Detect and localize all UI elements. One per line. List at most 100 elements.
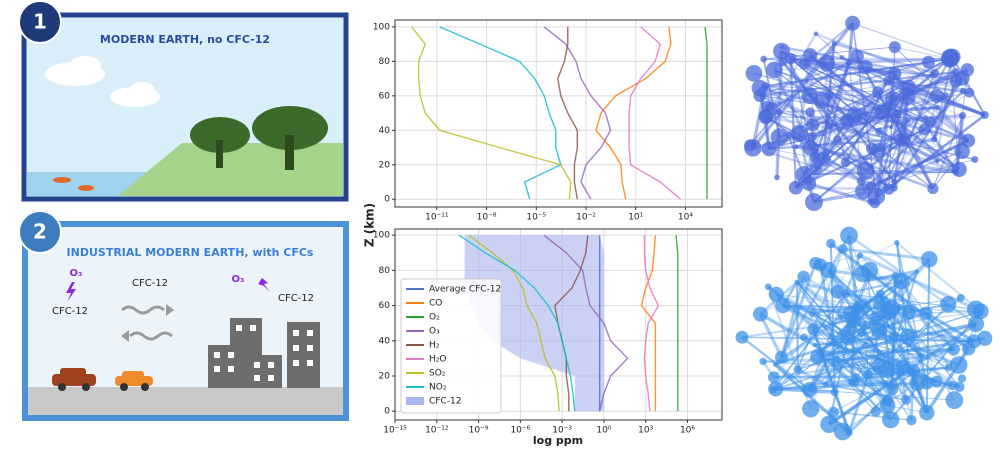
network-graph <box>744 15 989 212</box>
x-tick-label: 10⁻³ <box>552 426 572 436</box>
network-node <box>837 244 848 254</box>
network-node <box>964 87 975 98</box>
network-node <box>956 294 965 302</box>
network-edge <box>780 234 851 358</box>
network-edge <box>759 61 850 97</box>
network-node <box>830 333 835 338</box>
legend-label: SO₂ <box>429 369 446 379</box>
network-node <box>893 273 910 290</box>
network-edge <box>951 56 986 116</box>
network-node <box>883 380 889 385</box>
network-node <box>971 155 979 164</box>
network-node <box>899 328 916 345</box>
plot-frame <box>394 228 723 421</box>
network-edge <box>825 383 907 401</box>
ozone-label: O₃ <box>70 268 83 279</box>
x-tick-label: 10⁻¹¹ <box>425 213 449 223</box>
network-node <box>830 284 845 299</box>
network-node <box>929 89 944 104</box>
network-node <box>917 352 925 360</box>
network-edge <box>865 66 957 82</box>
network-node <box>945 391 964 410</box>
network-node <box>891 178 898 185</box>
network-edge <box>789 58 797 188</box>
network-edge <box>759 95 813 125</box>
network-edge <box>859 253 982 313</box>
network-node <box>847 312 863 328</box>
network-edge <box>813 328 852 383</box>
network-node <box>760 55 768 63</box>
ozone-label: O₃ <box>232 274 245 285</box>
windows <box>214 325 313 381</box>
network-edge <box>900 280 951 369</box>
x-tick-label: 10¹ <box>628 213 643 223</box>
network-edge <box>852 22 951 59</box>
network-node <box>863 111 870 117</box>
network-node <box>802 400 820 418</box>
network-node <box>931 136 938 143</box>
network-node <box>806 118 820 132</box>
network-node <box>784 52 797 65</box>
network-node <box>761 82 770 90</box>
network-node <box>735 330 749 344</box>
series-line <box>628 26 681 200</box>
network-edge <box>810 119 909 150</box>
network-node <box>958 112 967 120</box>
network-edge <box>936 106 970 142</box>
network-edge <box>894 46 947 96</box>
network-edge <box>773 375 857 379</box>
legend-label: CFC-12 <box>429 397 461 407</box>
y-tick-label: 80 <box>379 57 391 67</box>
network-node <box>901 394 912 405</box>
y-tick-label: 100 <box>373 231 390 241</box>
network-node <box>807 323 820 336</box>
network-node <box>919 404 935 421</box>
network-node <box>887 66 902 81</box>
network-node <box>851 302 863 313</box>
network-node <box>845 59 853 66</box>
x-tick-label: 10⁻⁸ <box>477 213 497 223</box>
network-node <box>966 300 985 319</box>
badge-number: 1 <box>33 10 47 34</box>
x-tick-label: 10⁻² <box>576 213 596 223</box>
network-node <box>813 31 819 37</box>
network-node <box>930 375 943 388</box>
network-node <box>840 113 854 128</box>
legend-label: Average CFC-12 <box>429 285 501 295</box>
network-node <box>894 239 900 246</box>
network-node <box>954 381 965 393</box>
network-node <box>794 279 800 285</box>
network-edge <box>877 91 901 140</box>
network-edge <box>797 310 981 371</box>
network-node <box>848 378 856 386</box>
network-node <box>889 183 898 192</box>
network-node <box>793 365 802 374</box>
network-node <box>874 105 889 120</box>
network-edge <box>870 139 969 187</box>
y-tick-label: 60 <box>379 301 391 311</box>
network-node <box>967 334 982 349</box>
network-node <box>790 124 808 142</box>
network-node <box>798 58 810 70</box>
network-node <box>960 87 967 95</box>
x-tick-label: 10⁻⁹ <box>469 426 489 436</box>
network-node <box>745 64 763 82</box>
network-node <box>895 359 909 373</box>
network-node <box>942 92 950 99</box>
network-node <box>833 135 842 144</box>
network-node <box>914 269 920 274</box>
network-node <box>871 142 887 159</box>
network-node <box>941 49 959 68</box>
cars <box>52 368 153 391</box>
network-edge <box>782 304 892 310</box>
network-node <box>863 369 873 380</box>
network-node <box>873 354 880 362</box>
network-node <box>901 304 916 320</box>
network-node <box>840 330 856 346</box>
network-node <box>807 131 818 142</box>
network-edge <box>871 150 963 187</box>
network-node <box>856 328 866 338</box>
legend-label: CO <box>429 299 442 309</box>
network-node <box>833 422 852 441</box>
